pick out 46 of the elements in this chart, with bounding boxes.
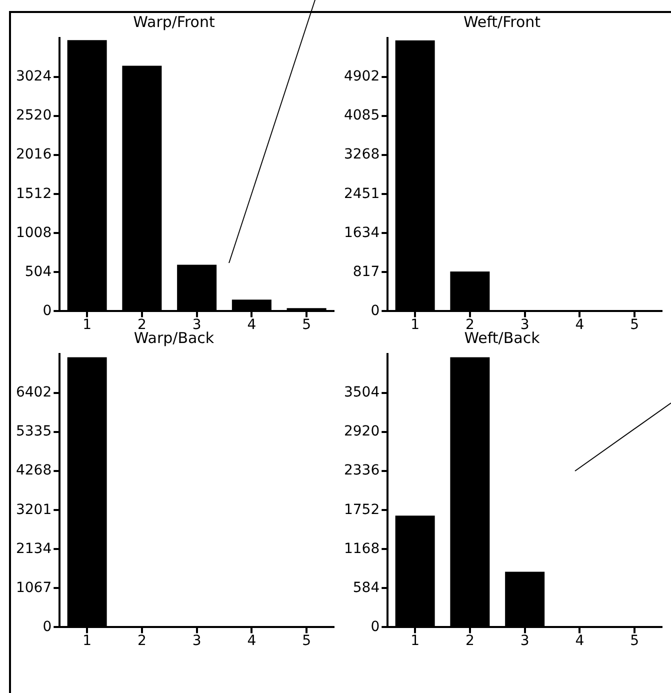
x-tick-label: 3 [192,633,202,650]
y-tick-label: 2451 [344,186,380,202]
chart-title: Weft/Front [463,12,541,31]
y-tick-label: 2016 [16,146,52,163]
y-tick-label: 2336 [344,462,380,479]
y-tick-label: 817 [352,264,380,280]
y-tick-label: 584 [352,580,380,596]
y-tick-label: 0 [370,618,380,635]
y-tick-label: 3504 [344,384,380,401]
y-tick-label: 1067 [16,580,52,596]
x-tick-label: 1 [410,633,420,650]
x-tick-label: 2 [137,633,146,650]
x-tick-label: 3 [520,633,530,650]
y-tick-label: 1634 [344,224,380,241]
y-tick-label: 5335 [16,424,52,440]
y-tick-label: 0 [370,302,380,319]
x-tick-label: 1 [410,317,420,334]
y-tick-label: 2134 [16,540,52,557]
x-tick-label: 5 [302,317,312,334]
y-tick-label: 1512 [16,186,52,202]
x-tick-label: 5 [302,633,312,650]
y-tick-label: 0 [42,618,52,635]
y-tick-label: 3268 [344,146,380,163]
x-tick-label: 4 [247,633,256,650]
y-tick-label: 504 [24,264,52,280]
y-tick-label: 4268 [16,462,52,479]
x-tick-label: 5 [630,633,640,650]
x-tick-label: 4 [575,633,584,650]
y-tick-label: 3024 [16,68,52,85]
y-tick-label: 1008 [16,224,52,241]
y-tick-label: 1168 [344,540,380,557]
x-tick-label: 5 [630,317,640,334]
chart-title: Warp/Front [133,12,215,31]
x-tick-label: 1 [82,317,92,334]
y-tick-label: 3201 [16,502,52,518]
y-tick-label: 4085 [344,108,380,124]
y-tick-label: 0 [42,302,52,319]
x-tick-label: 2 [465,633,474,650]
x-tick-label: 1 [82,633,92,650]
y-tick-label: 1752 [344,502,380,518]
y-tick-label: 6402 [16,384,52,401]
x-tick-label: 4 [247,317,256,334]
y-tick-label: 2920 [344,424,380,440]
x-tick-label: 4 [575,317,584,334]
y-tick-label: 2520 [16,108,52,124]
y-tick-label: 4902 [344,68,380,85]
